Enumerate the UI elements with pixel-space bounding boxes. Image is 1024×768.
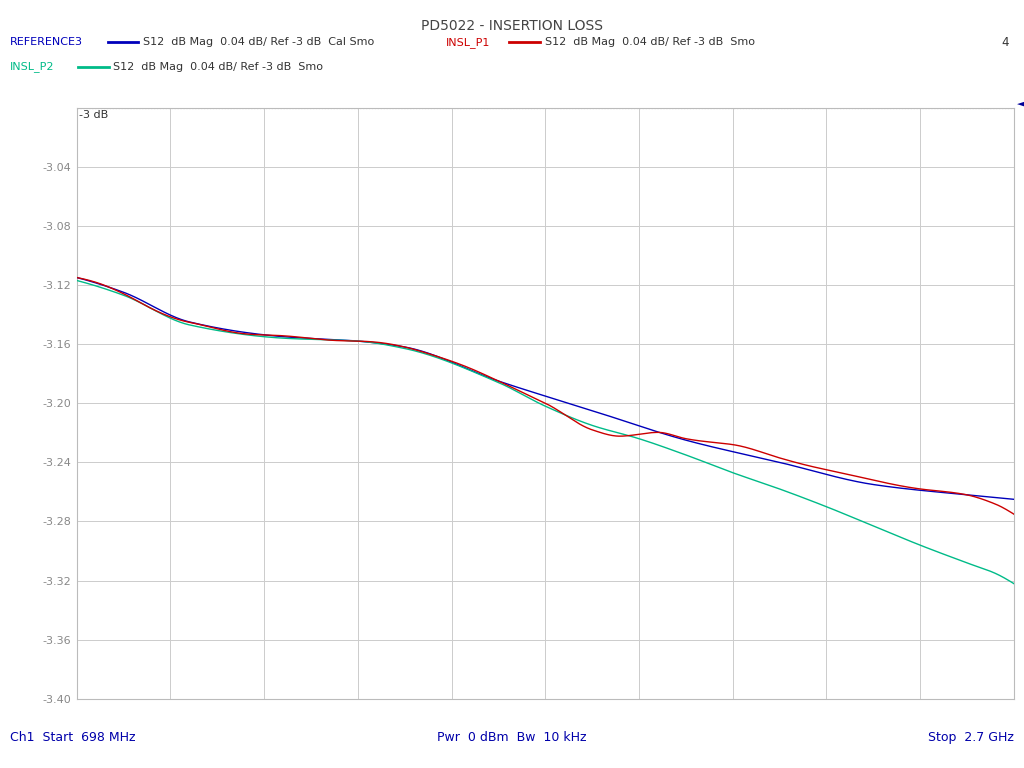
Text: Pwr  0 dBm  Bw  10 kHz: Pwr 0 dBm Bw 10 kHz — [437, 731, 587, 743]
Text: Stop  2.7 GHz: Stop 2.7 GHz — [928, 731, 1014, 743]
Text: -3 dB: -3 dB — [79, 111, 108, 121]
Text: PD5022 - INSERTION LOSS: PD5022 - INSERTION LOSS — [421, 19, 603, 33]
Text: Ch1  Start  698 MHz: Ch1 Start 698 MHz — [10, 731, 136, 743]
Text: INSL_P2: INSL_P2 — [10, 61, 54, 72]
Text: S12  dB Mag  0.04 dB/ Ref -3 dB  Cal Smo: S12 dB Mag 0.04 dB/ Ref -3 dB Cal Smo — [143, 37, 375, 48]
Text: INSL_P1: INSL_P1 — [445, 37, 489, 48]
Text: S12  dB Mag  0.04 dB/ Ref -3 dB  Smo: S12 dB Mag 0.04 dB/ Ref -3 dB Smo — [545, 37, 755, 48]
Text: REFERENCE3: REFERENCE3 — [10, 37, 83, 48]
Text: 4: 4 — [1001, 36, 1009, 48]
Text: ◄: ◄ — [1017, 96, 1024, 111]
Text: S12  dB Mag  0.04 dB/ Ref -3 dB  Smo: S12 dB Mag 0.04 dB/ Ref -3 dB Smo — [113, 61, 323, 72]
